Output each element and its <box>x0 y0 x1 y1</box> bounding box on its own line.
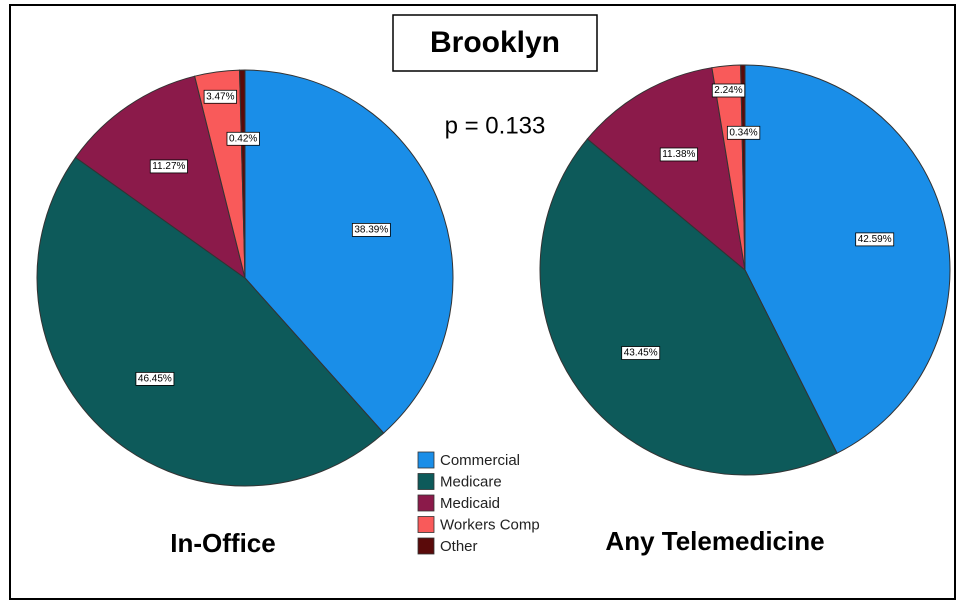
legend-label: Medicaid <box>440 495 500 512</box>
value-label-box <box>203 89 237 104</box>
value-label-text: 11.27% <box>152 161 185 172</box>
value-label-text: 0.34% <box>729 127 757 138</box>
value-label: 11.38% <box>659 147 698 162</box>
value-label: 0.42% <box>226 131 260 146</box>
value-label-text: 11.38% <box>662 149 695 160</box>
value-label-text: 38.39% <box>354 224 388 235</box>
pie-slice <box>586 67 746 272</box>
value-label-text: 2.24% <box>714 85 742 96</box>
value-label: 3.47% <box>203 89 237 104</box>
value-label: 38.39% <box>351 223 391 237</box>
legend-swatch <box>417 451 435 469</box>
legend-swatch <box>417 537 435 555</box>
value-label: 0.34% <box>726 125 761 140</box>
annotation: p = 0.133 <box>445 112 546 139</box>
value-label-box <box>226 131 260 146</box>
value-label: 43.45% <box>621 346 661 360</box>
value-label-box <box>726 125 761 140</box>
legend-swatch <box>417 473 435 490</box>
value-label-text: 46.45% <box>138 373 172 384</box>
value-label-box <box>351 223 391 237</box>
value-label-text: 3.47% <box>206 91 234 102</box>
pie-title: In-Office <box>170 528 275 558</box>
legend-label: Other <box>440 538 478 555</box>
pie-slice <box>539 138 838 476</box>
value-label: 46.45% <box>135 372 175 386</box>
pie-slice <box>744 64 951 454</box>
legend-swatch <box>417 516 435 533</box>
value-label: 11.27% <box>149 159 188 174</box>
pie-slice <box>74 75 246 280</box>
value-label-box <box>621 346 661 360</box>
chart-title: Brooklyn <box>430 26 560 59</box>
legend-label: Commercial <box>440 452 520 469</box>
legend-label: Medicare <box>440 473 502 490</box>
legend-label: Workers Comp <box>440 516 540 533</box>
value-label-box <box>711 83 746 98</box>
value-label-text: 0.42% <box>229 133 257 144</box>
value-label-text: 42.59% <box>858 234 892 245</box>
value-label-box <box>659 147 698 162</box>
legend-swatch <box>417 494 435 512</box>
value-label: 2.24% <box>711 83 746 98</box>
pie-slice <box>244 69 454 434</box>
pie-title: Any Telemedicine <box>605 526 824 556</box>
pie-slice <box>36 156 385 487</box>
pie-slice <box>740 64 746 271</box>
title-box <box>392 14 598 72</box>
value-label: 42.59% <box>855 232 895 247</box>
value-label-text: 43.45% <box>624 348 658 359</box>
value-label-box <box>855 232 895 247</box>
value-label-box <box>149 159 188 174</box>
value-label-box <box>135 372 175 386</box>
pie-slice <box>238 69 246 279</box>
